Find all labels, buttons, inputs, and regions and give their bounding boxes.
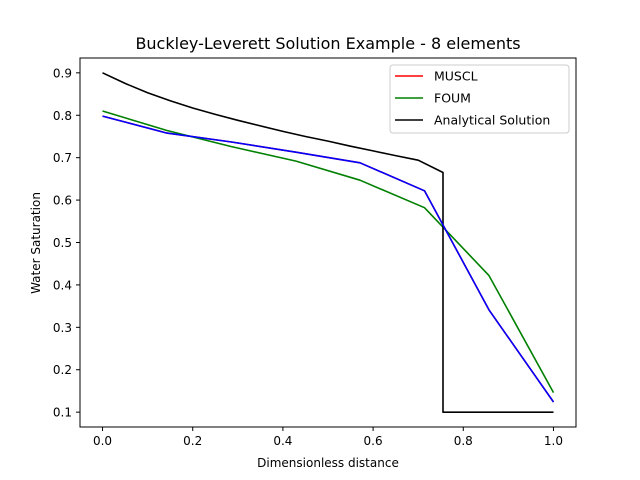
x-tick-label: 0.4 bbox=[273, 434, 292, 448]
legend-label: MUSCL bbox=[434, 69, 478, 84]
legend: MUSCL FOUM Analytical Solution bbox=[389, 64, 570, 134]
legend-label: FOUM bbox=[434, 91, 471, 106]
y-axis-label: Water Saturation bbox=[29, 192, 43, 294]
x-axis-label: Dimensionless distance bbox=[257, 456, 399, 470]
y-tick-label: 0.2 bbox=[53, 363, 72, 377]
plot-lines bbox=[102, 72, 555, 414]
y-tick-label: 0.3 bbox=[53, 321, 72, 335]
x-tick-label: 0.6 bbox=[364, 434, 383, 448]
x-tick-label: 1.0 bbox=[544, 434, 563, 448]
series-line-overlay bbox=[102, 115, 555, 403]
y-tick-label: 0.6 bbox=[53, 194, 72, 208]
series-line-muscl bbox=[102, 115, 555, 403]
series-line-analytical-solution bbox=[102, 72, 554, 414]
x-tick-label: 0.8 bbox=[454, 434, 473, 448]
y-tick-label: 0.7 bbox=[53, 151, 72, 165]
y-tick-label: 0.9 bbox=[53, 66, 72, 80]
y-tick-label: 0.1 bbox=[53, 406, 72, 420]
series-line-foum bbox=[102, 110, 555, 393]
legend-box bbox=[389, 64, 570, 134]
legend-label: Analytical Solution bbox=[434, 113, 550, 128]
chart-title: Buckley-Leverett Solution Example - 8 el… bbox=[135, 34, 520, 53]
y-tick-label: 0.4 bbox=[53, 278, 72, 292]
y-axis-ticks: 0.1 0.2 0.3 0.4 0.5 0.6 0.7 0.8 0.9 bbox=[53, 66, 80, 420]
y-tick-label: 0.5 bbox=[53, 236, 72, 250]
y-tick-label: 0.8 bbox=[53, 109, 72, 123]
x-tick-label: 0.0 bbox=[93, 434, 112, 448]
x-axis-ticks: 0.0 0.2 0.4 0.6 0.8 1.0 bbox=[93, 427, 563, 448]
x-tick-label: 0.2 bbox=[183, 434, 202, 448]
